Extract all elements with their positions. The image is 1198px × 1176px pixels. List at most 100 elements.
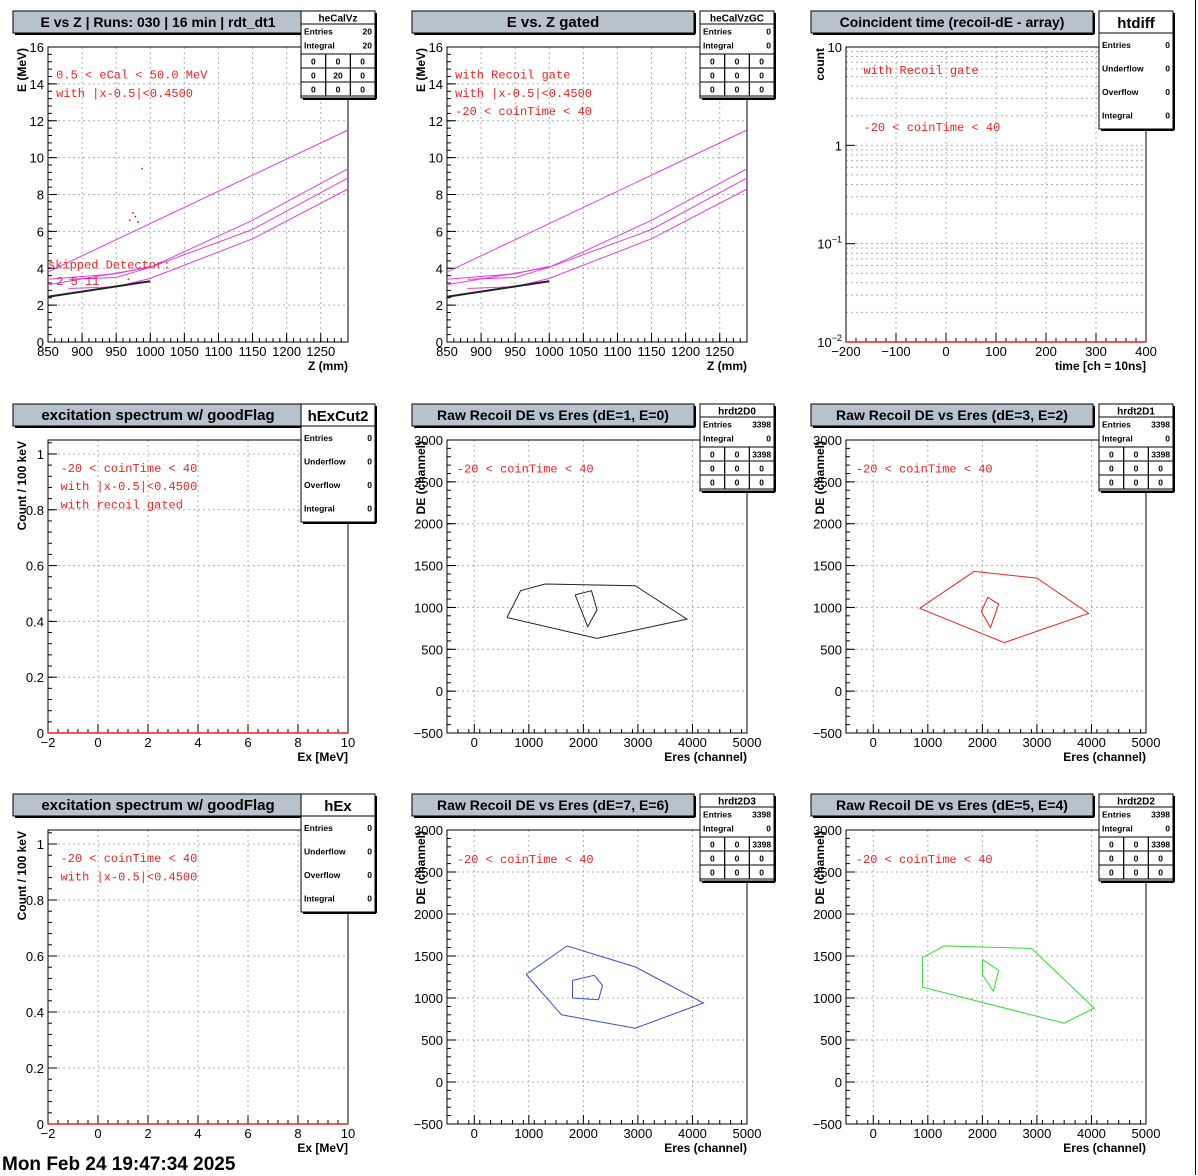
y-tick-label: 1500	[414, 949, 443, 964]
y-tick-label: 0.8	[26, 893, 44, 908]
y-tick-label: −500	[813, 726, 842, 741]
y-tick-label: 14	[30, 77, 44, 92]
x-tick-label: −200	[831, 344, 860, 359]
y-tick-label: 1500	[813, 949, 842, 964]
y-tick-label: 2500	[414, 865, 443, 880]
y-tick-label: 1000	[813, 600, 842, 615]
stats-grid-value: 0	[336, 85, 341, 95]
stats-box: heCalVz Entries 20 Integral 20 0 0 0 0 20 0 0 0 0	[300, 10, 377, 100]
stats-title: heCalVz	[319, 14, 358, 25]
y-tick-label: 3000	[813, 823, 842, 838]
x-tick-label: 10	[341, 735, 355, 750]
stats-grid-value: 0	[360, 71, 365, 81]
stats-label: Integral	[304, 41, 335, 51]
y-tick-label: 0.4	[26, 614, 44, 629]
x-tick-label: 1250	[705, 344, 734, 359]
y-axis-label: Count / 100 keV	[15, 831, 29, 920]
stats-title: heCalVzGC	[710, 14, 764, 25]
annotation-text: -20 < coinTime < 40	[457, 853, 594, 867]
x-tick-label: 2000	[569, 1126, 598, 1141]
y-axis-label: count	[813, 48, 827, 81]
stats-label: Entries	[703, 810, 732, 820]
stats-grid-value: 0	[1158, 868, 1163, 878]
plot-frame	[446, 439, 748, 734]
y-axis-label: DE (channel)	[414, 441, 428, 514]
stats-grid-value: 0	[311, 85, 316, 95]
y-tick-label: 12	[30, 114, 44, 129]
stats-label: Entries	[703, 420, 732, 430]
annotation-text: -20 < coinTime < 40	[457, 463, 594, 477]
x-tick-label: 300	[1085, 344, 1107, 359]
annotation-text: 0.5 < eCal < 50.0 MeV	[56, 68, 208, 82]
stats-label: Entries	[703, 27, 732, 37]
x-tick-label: 2	[144, 735, 151, 750]
stats-grid-value: 0	[735, 478, 740, 488]
x-tick-label: 3000	[623, 1126, 652, 1141]
stats-label: Underflow	[304, 457, 346, 467]
x-tick-label: 950	[105, 344, 127, 359]
x-axis-label: Ex [MeV]	[297, 750, 348, 764]
stats-grid-value: 0	[1158, 464, 1163, 474]
stats-value: 3398	[752, 420, 771, 430]
data-point	[127, 278, 130, 281]
stats-grid-value: 0	[735, 854, 740, 864]
stats-grid-value: 3398	[1151, 840, 1170, 850]
data-point	[129, 219, 131, 222]
x-tick-label: −100	[881, 344, 910, 359]
stats-label: Entries	[1102, 420, 1131, 430]
y-tick-label: 0	[835, 1075, 842, 1090]
data-point	[132, 212, 135, 214]
y-tick-label: 2500	[414, 475, 443, 490]
series-line	[467, 188, 748, 289]
x-tick-label: 850	[436, 344, 458, 359]
stats-grid-value: 0	[360, 85, 365, 95]
stats-grid-value: 3398	[752, 450, 771, 460]
stats-value: 3398	[752, 810, 771, 820]
annotation-text: -20 < coinTime < 40	[856, 463, 993, 477]
x-tick-label: 0	[870, 1126, 877, 1141]
y-tick-label: 0.2	[26, 670, 44, 685]
x-axis-label: time [ch = 10ns]	[1055, 359, 1146, 373]
annotation-text: with |x-0.5|<0.4500	[455, 87, 592, 101]
stats-grid-value: 0	[1109, 450, 1114, 460]
y-tick-label: 1000	[414, 600, 443, 615]
x-tick-label: 2000	[569, 735, 598, 750]
series-line	[47, 129, 349, 273]
stats-grid-value: 0	[1134, 840, 1139, 850]
stats-value: 20	[363, 41, 373, 51]
y-tick-label: 10	[30, 151, 44, 166]
plot-frame	[845, 829, 1147, 1125]
y-tick-label: 0.6	[26, 949, 44, 964]
chart-panel-3: −200 −100 0 100 200 300 400 10−2 10−1 1 10 time [ch…	[810, 10, 1175, 373]
annotation-text: -20 < coinTime < 40	[61, 852, 198, 866]
stats-value: 0	[1165, 824, 1170, 834]
y-tick-label: 2000	[813, 517, 842, 532]
stats-grid-value: 0	[311, 71, 316, 81]
annotation-text: -20 < coinTime < 40	[864, 121, 1001, 135]
y-tick-label: 6	[436, 224, 443, 239]
y-tick-label: 0	[37, 726, 44, 741]
stats-grid-value: 0	[759, 57, 764, 67]
x-tick-label: 1200	[272, 344, 301, 359]
stats-grid-value: 0	[1109, 478, 1114, 488]
stats-value: 3398	[1151, 810, 1170, 820]
y-tick-label: 3000	[414, 433, 443, 448]
series-line	[47, 280, 151, 298]
stats-grid-value: 0	[735, 57, 740, 67]
x-tick-label: 8	[294, 1126, 301, 1141]
series-line	[446, 265, 550, 280]
y-tick-label: 1	[37, 837, 44, 852]
y-tick-label: 0	[835, 684, 842, 699]
stats-value: 0	[766, 434, 771, 444]
plot-frame	[446, 829, 748, 1125]
x-tick-label: 1000	[514, 1126, 543, 1141]
chart-title: Raw Recoil DE vs Eres (dE=1, E=0)	[437, 407, 669, 423]
y-tick-label: 0	[37, 335, 44, 350]
stats-label: Entries	[304, 433, 333, 443]
annotation-text: with |x-0.5|<0.4500	[56, 87, 193, 101]
x-tick-label: 5000	[733, 735, 762, 750]
stats-value: 0	[1165, 111, 1170, 121]
annotation-text: with |x-0.5|<0.4500	[61, 480, 198, 494]
